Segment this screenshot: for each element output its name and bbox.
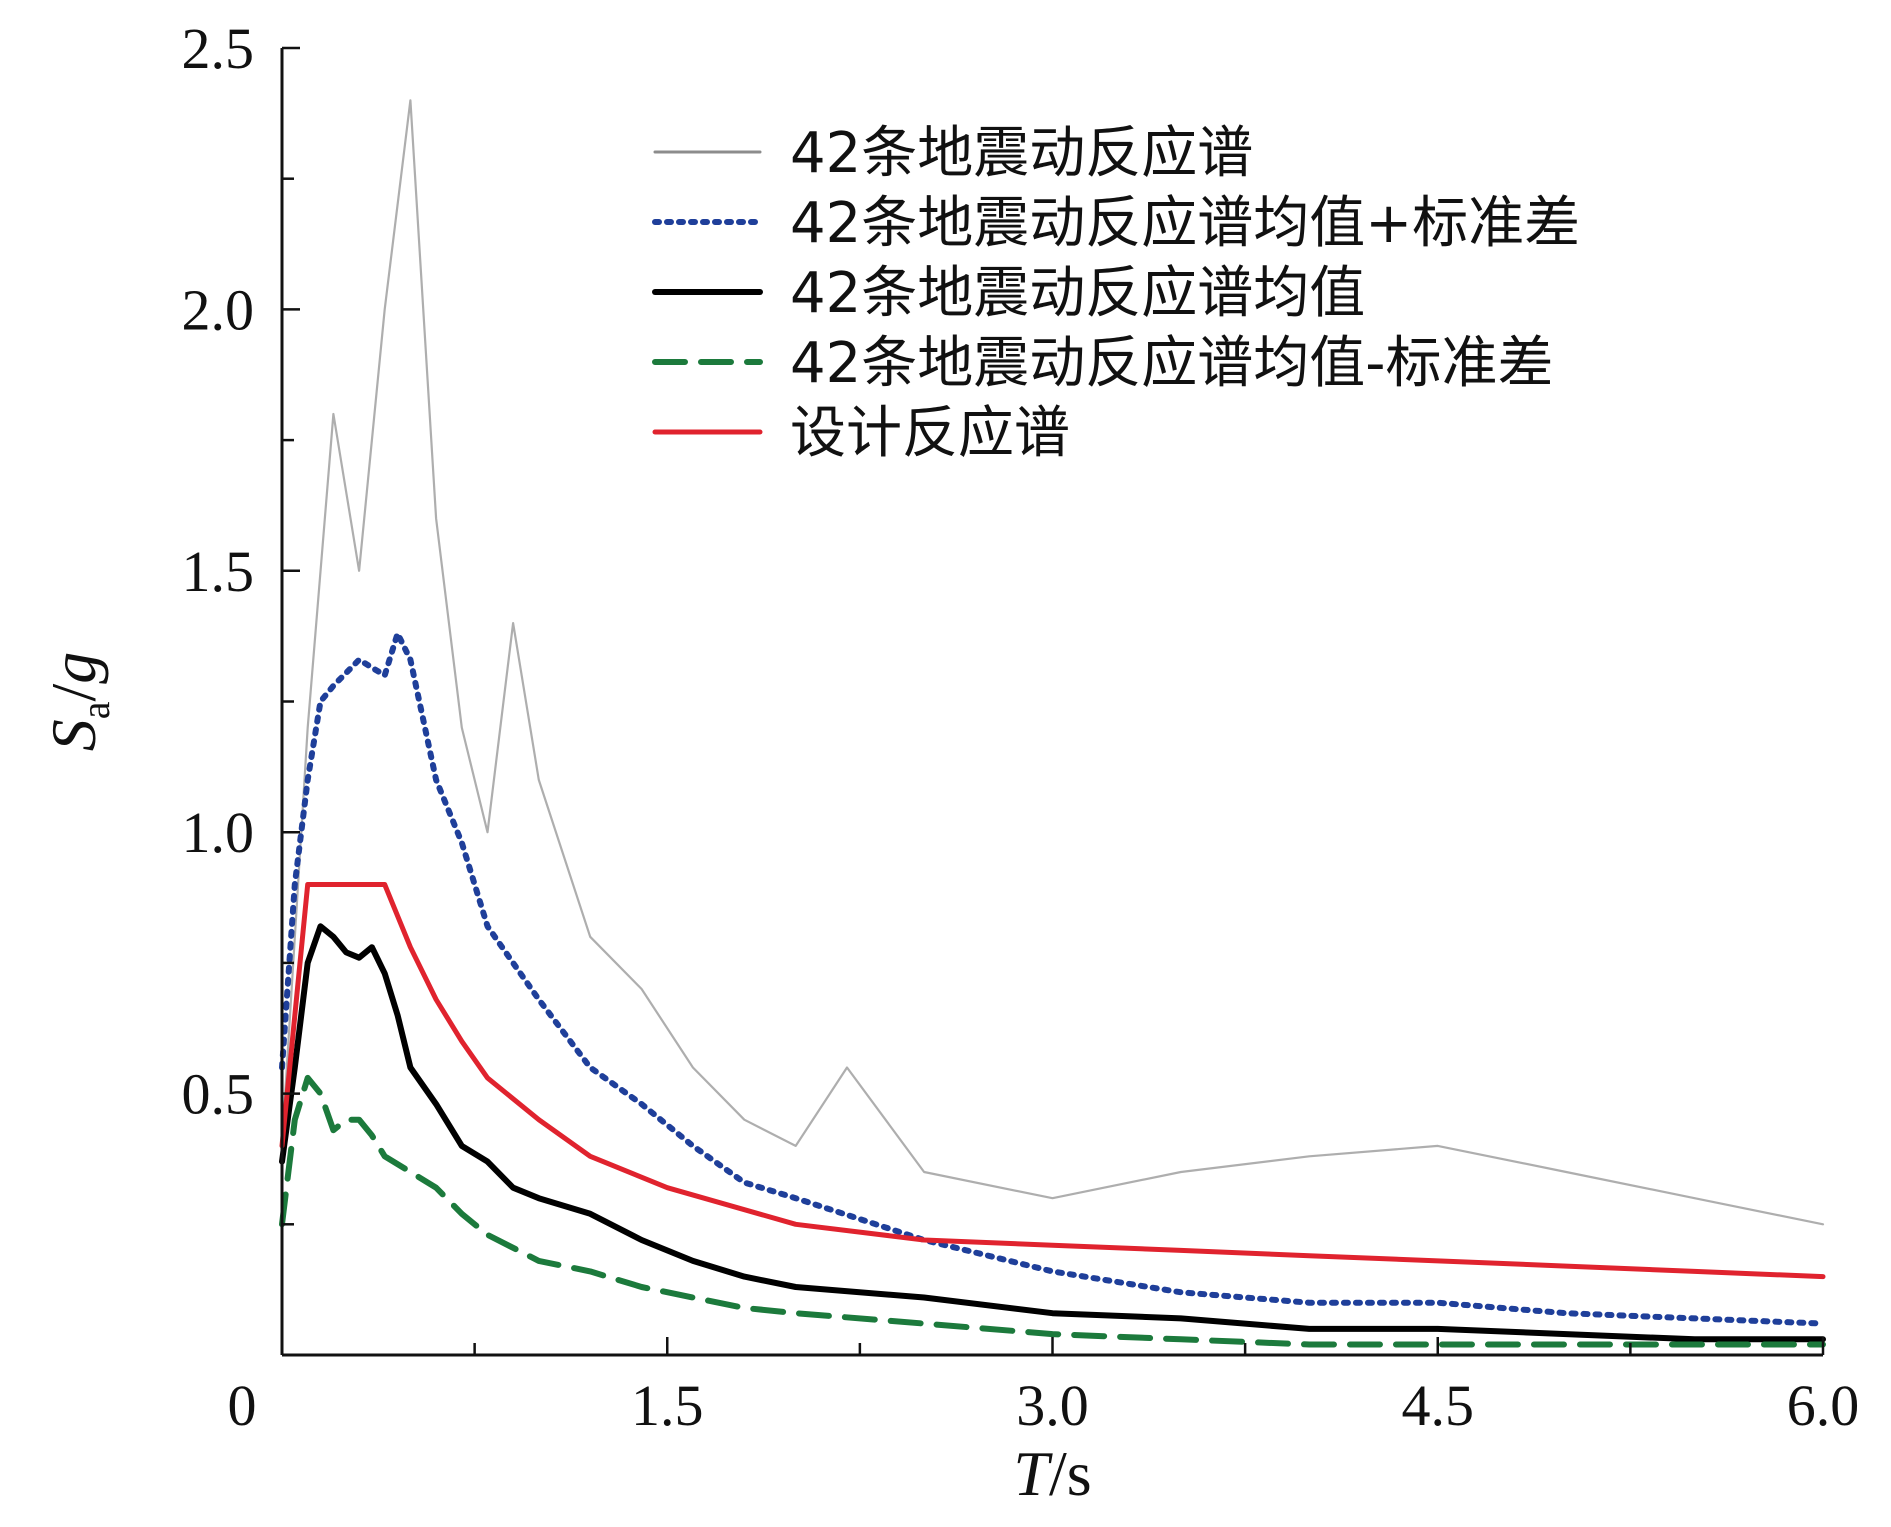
plot-area [279,99,1826,1348]
legend-label-1: 42条地震动反应谱均值+标准差 [790,191,1580,256]
legend: 42条地震动反应谱42条地震动反应谱均值+标准差42条地震动反应谱均值42条地震… [652,121,1580,466]
series-line-3 [279,1074,1826,1348]
series-line-4 [279,882,1826,1280]
series-line-1 [279,630,1826,1327]
legend-label-2: 42条地震动反应谱均值 [790,261,1365,326]
y-axis-label: Sa/g [38,652,118,752]
series-line-0 [280,99,1825,1226]
axes: 0 1.5 3.0 4.5 6.0 0.5 1.0 1.5 2.0 2.5 T/s Sa/g [38,16,1859,1509]
legend-label-3: 42条地震动反应谱均值-标准差 [790,331,1553,396]
x-tick-label: 3.0 [1016,1373,1089,1438]
x-tick-label: 0 [228,1373,257,1438]
x-tick-label: 4.5 [1402,1373,1475,1438]
legend-label-0: 42条地震动反应谱 [790,121,1253,186]
y-tick-label: 0.5 [182,1062,255,1127]
series-line-2 [279,923,1826,1343]
x-axis-label: T/s [1013,1438,1091,1509]
y-tick-label: 1.5 [182,539,255,604]
y-tick-label: 2.0 [182,277,255,342]
y-tick-label: 1.0 [182,800,255,865]
x-tick-label: 1.5 [631,1373,704,1438]
x-tick-label: 6.0 [1787,1373,1860,1438]
legend-label-4: 设计反应谱 [790,401,1070,466]
y-tick-label: 2.5 [182,16,255,81]
